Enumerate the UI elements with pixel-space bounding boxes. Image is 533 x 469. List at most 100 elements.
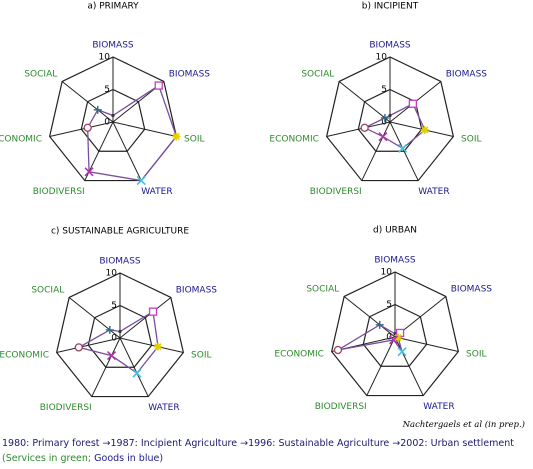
- marker-x: [389, 335, 399, 345]
- marker-x: [132, 368, 142, 378]
- caption-services: (Services in green;: [2, 453, 92, 464]
- axis-label: WATER: [141, 187, 172, 197]
- axis-label: WATER: [423, 402, 454, 412]
- grid-ring: [55, 272, 185, 398]
- data-line: [77, 310, 159, 375]
- marker-star: [420, 125, 429, 134]
- marker: [360, 123, 369, 132]
- marker: [333, 345, 343, 355]
- spoke: [119, 337, 184, 353]
- axis-label: BIOMASS: [446, 69, 488, 79]
- spoke: [394, 336, 459, 352]
- marker: [389, 335, 399, 345]
- source: Nachtergaels et al (in prep.): [402, 420, 525, 430]
- spoke: [338, 81, 391, 123]
- spoke: [61, 81, 114, 123]
- marker: [394, 333, 403, 342]
- marker-square: [154, 81, 163, 90]
- spoke: [389, 121, 419, 181]
- marker: [93, 105, 102, 114]
- spoke: [91, 337, 121, 397]
- grid-ring: [325, 56, 455, 182]
- r-tick-label: 0: [381, 118, 387, 128]
- axis-label: SOCIAL: [301, 69, 334, 79]
- caption-text: 1980: Primary forest →1987: Incipient Ag…: [2, 438, 514, 449]
- marker-star: [172, 132, 181, 141]
- marker-circle: [83, 123, 92, 132]
- spoke: [56, 337, 121, 353]
- axis-label: SOCIAL: [24, 69, 57, 79]
- spoke: [394, 336, 424, 396]
- data-line: [363, 102, 426, 150]
- axis-label: BIOMASS: [99, 257, 141, 267]
- axis-label: ECONOMIC: [274, 350, 324, 360]
- grid-ring: [80, 88, 146, 152]
- marker-dot: [388, 113, 392, 118]
- axis-label: BIODIVERSI: [33, 187, 85, 197]
- spoke: [112, 121, 142, 181]
- axis-label: BIOMASS: [92, 41, 134, 51]
- marker: [136, 175, 146, 186]
- marker: [378, 132, 388, 142]
- marker-plus: [380, 113, 389, 122]
- axis-label: SOIL: [191, 351, 211, 361]
- grid-ring: [362, 303, 428, 367]
- axis-label: BIOMASS: [369, 41, 411, 51]
- data-line: [86, 84, 178, 182]
- marker: [398, 143, 408, 153]
- grid-ring: [87, 304, 153, 368]
- spoke: [68, 297, 121, 339]
- spoke: [361, 121, 391, 181]
- marker-circle: [333, 345, 343, 355]
- r-tick-label: 5: [111, 301, 117, 311]
- axis-label: BIOMASS: [176, 285, 218, 295]
- caption: 1980: Primary forest →1987: Incipient Ag…: [2, 436, 532, 466]
- spoke: [119, 337, 149, 397]
- axis-label: SOCIAL: [306, 284, 339, 294]
- r-tick-label: 10: [381, 268, 393, 278]
- chart-title: d) URBAN: [373, 226, 417, 236]
- marker: [111, 113, 115, 118]
- grid-ring: [48, 56, 178, 182]
- marker-circle: [360, 123, 369, 132]
- chart-title: a) PRIMARY: [87, 2, 139, 12]
- marker: [408, 99, 418, 108]
- r-tick-label: 5: [104, 85, 110, 95]
- marker: [105, 325, 114, 334]
- marker: [132, 368, 142, 378]
- spoke: [119, 297, 172, 339]
- marker: [397, 347, 407, 357]
- r-tick-label: 0: [111, 334, 117, 344]
- marker-x: [84, 167, 94, 177]
- marker-x: [398, 143, 408, 153]
- r-tick-label: 10: [99, 53, 111, 63]
- marker-plus: [93, 105, 102, 114]
- marker-plus: [375, 320, 384, 329]
- axis-label: ECONOMIC: [0, 135, 42, 145]
- marker: [106, 351, 117, 361]
- axis-label: ECONOMIC: [0, 351, 49, 361]
- axis-label: BIOMASS: [451, 284, 493, 294]
- marker: [154, 81, 163, 90]
- marker: [375, 320, 384, 329]
- marker: [420, 125, 429, 134]
- marker-x: [136, 175, 146, 186]
- marker: [83, 123, 92, 132]
- marker: [148, 307, 158, 316]
- r-tick-label: 10: [106, 269, 118, 279]
- caption-goods: Goods in blue): [94, 453, 164, 464]
- marker-plus: [105, 325, 114, 334]
- marker: [74, 343, 83, 352]
- marker-dot: [111, 113, 115, 118]
- axis-label: SOIL: [461, 135, 481, 145]
- axis-label: SOIL: [184, 135, 204, 145]
- marker-star: [154, 342, 163, 351]
- r-tick-label: 0: [386, 333, 392, 343]
- spoke: [112, 121, 177, 137]
- axis-label: BIOMASS: [169, 69, 211, 79]
- marker: [388, 113, 392, 118]
- marker-star: [394, 333, 403, 342]
- axis-label: BIODIVERSI: [40, 403, 92, 413]
- axis-label: ECONOMIC: [269, 135, 319, 145]
